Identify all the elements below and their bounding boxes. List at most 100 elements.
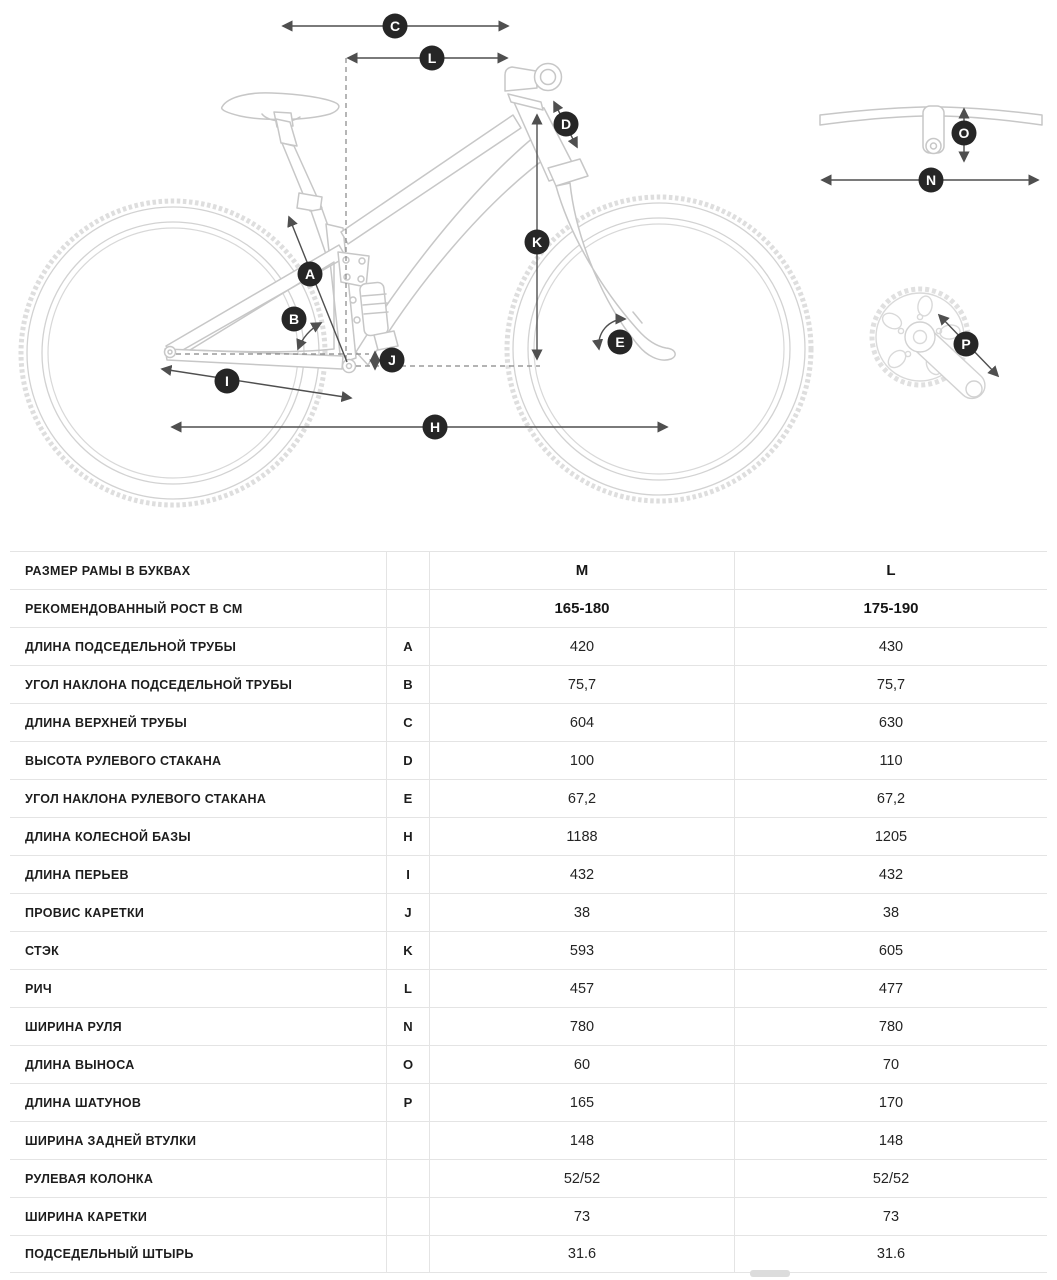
table-row: ДЛИНА ПЕРЬЕВ I 432 432 xyxy=(10,855,1047,893)
param-name: ДЛИНА ПОДСЕДЕЛЬНОЙ ТРУБЫ xyxy=(10,628,387,665)
param-letter xyxy=(387,590,430,627)
seat-tube xyxy=(325,223,357,364)
value-l: 170 xyxy=(878,1094,904,1111)
table-row: ДЛИНА ШАТУНОВ P 165 170 xyxy=(10,1083,1047,1121)
param-letter: O xyxy=(387,1046,430,1083)
table-row: РЕКОМЕНДОВАННЫЙ РОСТ В СМ 165-180 175-19… xyxy=(10,589,1047,627)
value-m: 457 xyxy=(430,970,735,1007)
value-m: 432 xyxy=(430,856,735,893)
down-tube xyxy=(355,135,552,366)
param-letter xyxy=(387,552,430,589)
value-l: 432 xyxy=(878,866,904,883)
svg-text:K: K xyxy=(532,234,542,250)
dim-a-arrow xyxy=(287,215,348,363)
param-letter: K xyxy=(387,932,430,969)
param-name: ШИРИНА РУЛЯ xyxy=(10,1008,387,1045)
dim-e-arc xyxy=(592,313,627,351)
table-row: РАЗМЕР РАМЫ В БУКВАХ M L xyxy=(10,551,1047,589)
svg-text:B: B xyxy=(289,311,299,327)
svg-text:N: N xyxy=(926,172,936,188)
table-row: ПРОВИС КАРЕТКИ J 38 38 xyxy=(10,893,1047,931)
crank-arm xyxy=(904,321,986,400)
marker-l: L xyxy=(419,45,445,71)
param-name: ДЛИНА КОЛЕСНОЙ БАЗЫ xyxy=(10,818,387,855)
param-name: ШИРИНА КАРЕТКИ xyxy=(10,1198,387,1235)
svg-text:D: D xyxy=(561,116,571,132)
table-row: УГОЛ НАКЛОНА РУЛЕВОГО СТАКАНА E 67,2 67,… xyxy=(10,779,1047,817)
value-m: M xyxy=(430,552,735,589)
value-l: 73 xyxy=(882,1208,900,1225)
value-l: 1205 xyxy=(874,828,908,845)
svg-text:C: C xyxy=(390,18,400,34)
param-letter xyxy=(387,1122,430,1159)
svg-text:L: L xyxy=(428,50,437,66)
param-name: ДЛИНА ВЕРХНЕЙ ТРУБЫ xyxy=(10,704,387,741)
param-name: РУЛЕВАЯ КОЛОНКА xyxy=(10,1160,387,1197)
table-row: ДЛИНА ВЕРХНЕЙ ТРУБЫ C 604 630 xyxy=(10,703,1047,741)
param-letter: I xyxy=(387,856,430,893)
marker-i: I xyxy=(214,368,240,394)
param-name: ВЫСОТА РУЛЕВОГО СТАКАНА xyxy=(10,742,387,779)
param-letter: E xyxy=(387,780,430,817)
value-m: 1188 xyxy=(430,818,735,855)
value-l: 477 xyxy=(878,980,904,997)
table-row: ШИРИНА РУЛЯ N 780 780 xyxy=(10,1007,1047,1045)
value-l: 430 xyxy=(878,638,904,655)
marker-h: H xyxy=(422,414,448,440)
value-m: 593 xyxy=(430,932,735,969)
geometry-table: РАЗМЕР РАМЫ В БУКВАХ M L РЕКОМЕНДОВАННЫЙ… xyxy=(10,551,1047,1273)
seatstay xyxy=(165,244,347,356)
bike-geometry-diagram: C L D K A B J I H E N O P xyxy=(18,13,1043,508)
marker-n: N xyxy=(918,167,944,193)
marker-o: O xyxy=(951,120,977,146)
value-m: 60 xyxy=(430,1046,735,1083)
marker-p: P xyxy=(953,331,979,357)
value-m: 165 xyxy=(430,1084,735,1121)
svg-text:A: A xyxy=(305,266,315,282)
param-letter: A xyxy=(387,628,430,665)
table-row: ШИРИНА КАРЕТКИ 73 73 xyxy=(10,1197,1047,1235)
value-l: 38 xyxy=(882,904,900,921)
svg-text:I: I xyxy=(225,373,229,389)
param-name: УГОЛ НАКЛОНА РУЛЕВОГО СТАКАНА xyxy=(10,780,387,817)
rear-wheel xyxy=(18,198,328,508)
value-l: 175-190 xyxy=(863,600,919,617)
svg-text:E: E xyxy=(615,334,624,350)
param-letter: P xyxy=(387,1084,430,1121)
value-m: 604 xyxy=(430,704,735,741)
param-letter: B xyxy=(387,666,430,703)
svg-text:H: H xyxy=(430,419,440,435)
value-m: 100 xyxy=(430,742,735,779)
value-l: L xyxy=(886,562,896,579)
param-name: РИЧ xyxy=(10,970,387,1007)
bottom-bracket xyxy=(341,358,357,374)
fork xyxy=(547,158,676,361)
stem xyxy=(504,62,563,111)
table-row: ШИРИНА ЗАДНЕЙ ВТУЛКИ 148 148 xyxy=(10,1121,1047,1159)
table-row: УГОЛ НАКЛОНА ПОДСЕДЕЛЬНОЙ ТРУБЫ B 75,7 7… xyxy=(10,665,1047,703)
handlebar-top-view xyxy=(819,105,1043,155)
marker-c: C xyxy=(382,13,408,39)
value-l: 52/52 xyxy=(872,1170,910,1187)
value-l: 630 xyxy=(878,714,904,731)
value-m: 73 xyxy=(430,1198,735,1235)
param-letter: J xyxy=(387,894,430,931)
svg-text:J: J xyxy=(388,352,396,368)
value-l: 75,7 xyxy=(876,676,906,693)
rear-triangle-inner xyxy=(189,261,335,353)
value-m: 165-180 xyxy=(430,590,735,627)
table-row: ДЛИНА ПОДСЕДЕЛЬНОЙ ТРУБЫ A 420 430 xyxy=(10,627,1047,665)
param-letter xyxy=(387,1160,430,1197)
table-row: СТЭК K 593 605 xyxy=(10,931,1047,969)
front-wheel xyxy=(504,194,814,504)
value-m: 67,2 xyxy=(430,780,735,817)
rear-triangle xyxy=(163,244,347,370)
dim-i-arrow xyxy=(160,364,353,403)
value-m: 420 xyxy=(430,628,735,665)
param-name: ПРОВИС КАРЕТКИ xyxy=(10,894,387,931)
param-letter: H xyxy=(387,818,430,855)
value-m: 31.6 xyxy=(430,1236,735,1272)
marker-e: E xyxy=(607,329,633,355)
marker-a: A xyxy=(297,261,323,287)
param-name: ДЛИНА ВЫНОСА xyxy=(10,1046,387,1083)
